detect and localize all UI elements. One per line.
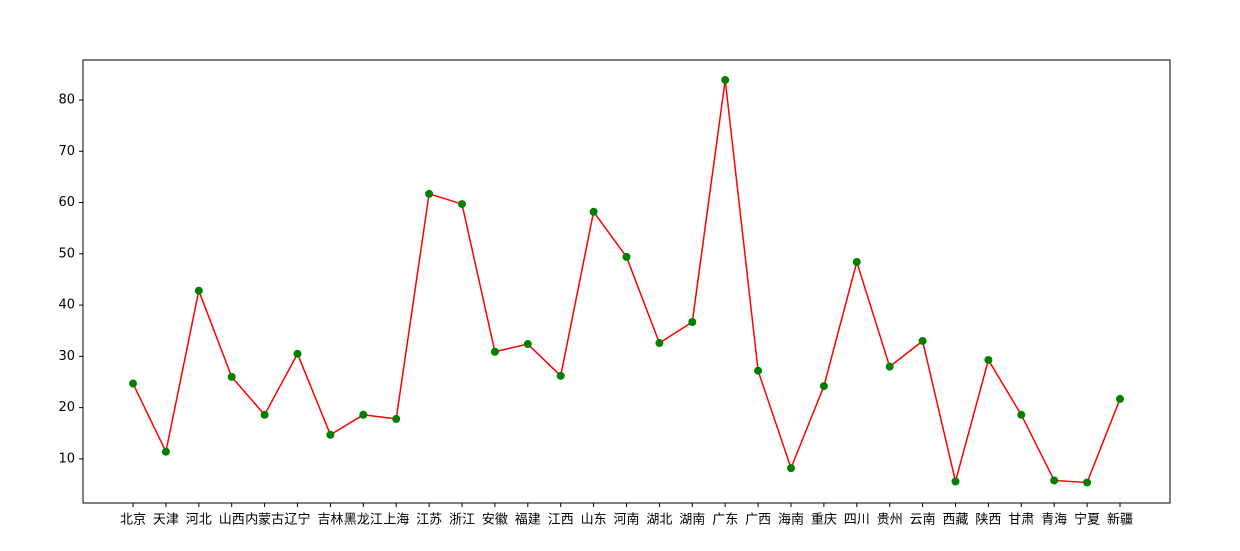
point [161,447,170,456]
x-tick-label: 青海 [1041,513,1067,528]
x-tick-label: 江苏 [416,512,442,528]
point [754,366,763,375]
series-line [132,79,1121,484]
point [852,258,861,267]
y-tick-label: 40 [58,298,75,313]
point [951,477,960,486]
point [918,336,927,345]
x-tick-label: 山东 [581,513,607,528]
point [786,464,795,473]
point [885,362,894,371]
x-tick-label: 陕西 [975,513,1001,528]
x-tick-label: 天津 [153,513,179,528]
x-tick-label: 山西 [219,513,245,528]
point [984,355,993,364]
point [359,410,368,419]
point [129,379,138,388]
point [425,189,434,198]
x-tick-label: 海南 [778,512,804,528]
point [227,372,236,381]
x-tick-label: 吉林 [317,513,343,528]
x-tick-label: 甘肃 [1008,513,1034,528]
x-tick-label: 黑龙江 [344,513,383,528]
x-tick-label: 安徽 [482,513,508,528]
point [589,207,598,216]
y-tick-label: 30 [58,349,75,364]
point [1050,476,1059,485]
point [293,349,302,358]
x-tick-label: 福建 [515,513,541,528]
x-tick-label: 新疆 [1107,512,1133,528]
point [819,382,828,391]
y-tick-label: 70 [58,144,75,159]
point [1115,394,1124,403]
x-tick-label: 湖北 [646,513,672,528]
y-tick-label: 20 [58,400,75,415]
point [392,414,401,423]
point [523,340,532,349]
point [556,371,565,380]
x-tick-label: 浙江 [449,513,475,528]
y-tick-label: 50 [58,246,75,261]
x-tick-label: 西藏 [942,513,968,528]
x-tick-label: 内蒙古 [245,512,284,528]
point [688,318,697,327]
point [655,339,664,348]
x-tick-label: 江西 [548,513,574,528]
x-tick-label: 北京 [120,513,146,528]
point [458,200,467,209]
point [721,75,730,84]
x-tick-label: 湖南 [679,512,705,528]
y-tick-label: 10 [58,451,75,466]
x-tick-label: 广西 [745,513,771,528]
x-tick-label: 辽宁 [284,512,310,528]
x-tick-label: 河北 [186,513,212,528]
point [622,252,631,261]
point [194,286,203,295]
x-tick-label: 重庆 [811,512,837,528]
x-tick-label: 宁夏 [1074,512,1100,528]
x-tick-label: 河南 [613,512,639,528]
y-tick-label: 80 [58,92,75,107]
point [1083,478,1092,487]
point [326,430,335,439]
x-tick-label: 四川 [844,513,870,528]
point [490,347,499,356]
x-tick-label: 贵州 [877,513,903,528]
point [1017,410,1026,419]
y-tick-label: 60 [58,195,75,210]
x-tick-label: 云南 [910,512,936,528]
plot-frame [82,59,1171,504]
point [260,410,269,419]
x-tick-label: 上海 [383,513,409,528]
x-tick-label: 广东 [712,513,738,528]
